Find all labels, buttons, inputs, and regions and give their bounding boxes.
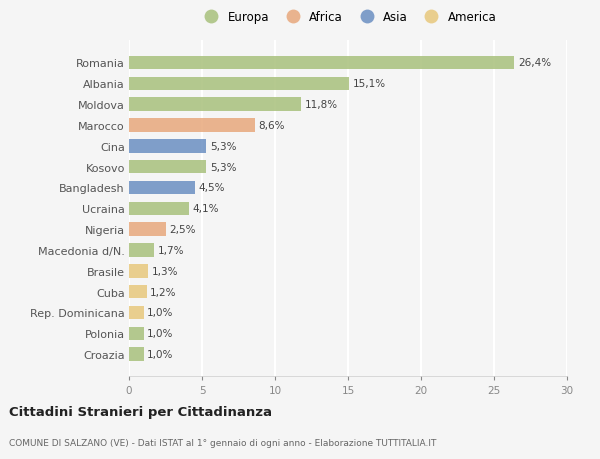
Text: 1,0%: 1,0% xyxy=(147,308,173,318)
Bar xyxy=(129,306,143,319)
Bar xyxy=(129,77,349,91)
Bar xyxy=(129,244,154,257)
Bar xyxy=(129,119,254,133)
Bar xyxy=(129,56,514,70)
Text: 4,1%: 4,1% xyxy=(193,204,219,214)
Bar xyxy=(129,161,206,174)
Bar xyxy=(129,327,143,341)
Text: 15,1%: 15,1% xyxy=(353,79,386,89)
Text: 1,3%: 1,3% xyxy=(152,266,178,276)
Text: 4,5%: 4,5% xyxy=(199,183,225,193)
Text: 1,0%: 1,0% xyxy=(147,329,173,339)
Text: 2,5%: 2,5% xyxy=(169,224,196,235)
Bar xyxy=(129,264,148,278)
Text: 1,7%: 1,7% xyxy=(157,246,184,255)
Text: 1,2%: 1,2% xyxy=(150,287,176,297)
Bar xyxy=(129,202,189,216)
Bar xyxy=(129,285,146,299)
Text: 5,3%: 5,3% xyxy=(210,141,236,151)
Text: Cittadini Stranieri per Cittadinanza: Cittadini Stranieri per Cittadinanza xyxy=(9,405,272,419)
Bar xyxy=(129,223,166,236)
Bar xyxy=(129,347,143,361)
Text: 11,8%: 11,8% xyxy=(305,100,338,110)
Text: 5,3%: 5,3% xyxy=(210,162,236,172)
Bar xyxy=(129,98,301,112)
Text: 8,6%: 8,6% xyxy=(258,121,285,131)
Legend: Europa, Africa, Asia, America: Europa, Africa, Asia, America xyxy=(194,6,502,29)
Bar xyxy=(129,140,206,153)
Bar xyxy=(129,181,194,195)
Text: 1,0%: 1,0% xyxy=(147,349,173,359)
Text: 26,4%: 26,4% xyxy=(518,58,551,68)
Text: COMUNE DI SALZANO (VE) - Dati ISTAT al 1° gennaio di ogni anno - Elaborazione TU: COMUNE DI SALZANO (VE) - Dati ISTAT al 1… xyxy=(9,438,436,447)
